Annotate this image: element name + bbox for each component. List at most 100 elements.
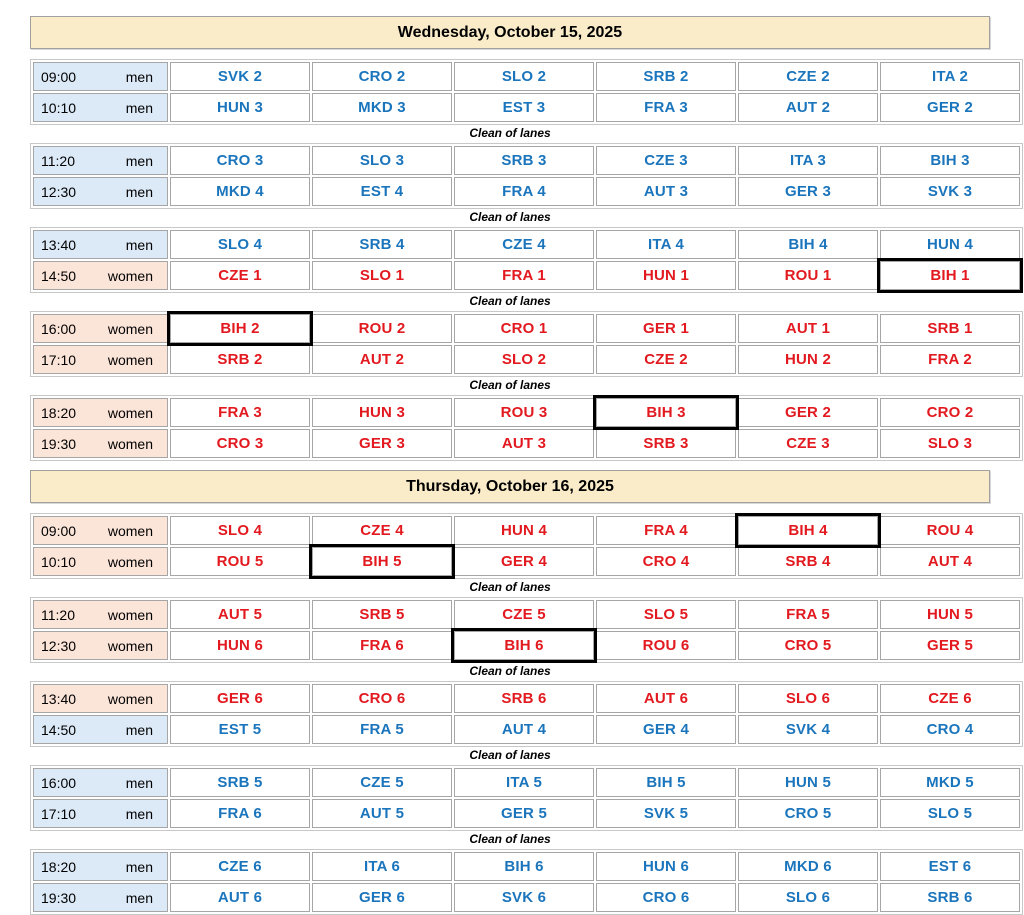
lane-schedule: Wednesday, October 15, 2025 09:00 men SVK 2…	[30, 16, 1023, 915]
team-cell: CZE 5	[312, 768, 452, 797]
team-cell: GER 5	[454, 799, 594, 828]
team-cell: CRO 3	[170, 429, 310, 458]
day-header: Thursday, October 16, 2025	[30, 470, 990, 503]
team-cell: CZE 5	[454, 600, 594, 629]
team-cell: SRB 2	[170, 345, 310, 374]
session-block: 09:00 men SVK 2 CRO 2 SLO 2 SRB 2 CZE 2 ITA 2 10…	[30, 59, 1023, 125]
team-cell: FRA 2	[880, 345, 1020, 374]
team-cell: SLO 2	[454, 345, 594, 374]
team-cell: AUT 3	[596, 177, 736, 206]
clean-of-lanes-note: Clean of lanes	[469, 210, 551, 224]
team-cell: SLO 6	[738, 684, 878, 713]
team-cell: HUN 5	[880, 600, 1020, 629]
team-cell: SRB 5	[170, 768, 310, 797]
team-cell: ROU 3	[454, 398, 594, 427]
team-cell: GER 3	[312, 429, 452, 458]
team-cell: AUT 1	[738, 314, 878, 343]
team-cell: GER 6	[312, 883, 452, 912]
team-cell: SLO 4	[170, 516, 310, 545]
time-gender-cell: 10:10 men	[33, 93, 168, 122]
team-cell-highlighted: BIH 2	[167, 311, 313, 346]
start-time: 19:30	[41, 889, 77, 906]
team-cell: SLO 1	[312, 261, 452, 290]
table-row: 17:10 men FRA 6 AUT 5 GER 5 SVK 5 CRO 5 SLO 5	[33, 799, 1020, 828]
team-cell: SRB 6	[454, 684, 594, 713]
team-cell: FRA 5	[738, 600, 878, 629]
start-time: 14:50	[41, 721, 77, 738]
team-cell: SLO 3	[312, 146, 452, 175]
start-time: 13:40	[41, 690, 77, 707]
table-row: 09:00 women SLO 4 CZE 4 HUN 4 FRA 4 BIH 4 ROU 4	[33, 513, 1020, 548]
team-cell: SVK 6	[454, 883, 594, 912]
team-cell: SVK 5	[596, 799, 736, 828]
start-time: 17:10	[41, 805, 77, 822]
table-row: 13:40 men SLO 4 SRB 4 CZE 4 ITA 4 BIH 4 HUN 4	[33, 230, 1020, 259]
start-time: 09:00	[41, 522, 77, 539]
team-cell: ROU 5	[170, 547, 310, 576]
gender-label: men	[125, 236, 153, 253]
team-cell: CRO 4	[880, 715, 1020, 744]
team-cell: SRB 4	[738, 547, 878, 576]
time-gender-cell: 11:20 men	[33, 146, 168, 175]
table-row: 14:50 women CZE 1 SLO 1 FRA 1 HUN 1 ROU 1 BIH 1	[33, 258, 1023, 293]
team-cell: CRO 1	[454, 314, 594, 343]
schedule-page: { "lanes_note": "Clean of lanes", "color…	[30, 16, 1023, 915]
team-cell-highlighted: BIH 3	[593, 395, 739, 430]
gender-label: women	[107, 606, 153, 623]
team-cell: BIH 5	[596, 768, 736, 797]
start-time: 09:00	[41, 68, 77, 85]
team-cell: ROU 2	[312, 314, 452, 343]
team-cell: SRB 6	[880, 883, 1020, 912]
team-cell: MKD 4	[170, 177, 310, 206]
time-gender-cell: 14:50 women	[33, 261, 168, 290]
team-cell: AUT 5	[170, 600, 310, 629]
start-time: 18:20	[41, 404, 77, 421]
team-cell: HUN 3	[312, 398, 452, 427]
team-cell: CRO 5	[738, 799, 878, 828]
team-cell: SRB 3	[596, 429, 736, 458]
start-time: 16:00	[41, 320, 77, 337]
team-cell: CRO 3	[170, 146, 310, 175]
team-cell: SRB 4	[312, 230, 452, 259]
team-cell-highlighted: BIH 4	[735, 513, 881, 548]
team-cell: AUT 4	[880, 547, 1020, 576]
time-gender-cell: 19:30 men	[33, 883, 168, 912]
clean-of-lanes-note: Clean of lanes	[469, 294, 551, 308]
team-cell: GER 4	[454, 547, 594, 576]
table-row: 18:20 women FRA 3 HUN 3 ROU 3 BIH 3 GER 2 CRO 2	[33, 395, 1020, 430]
team-cell: FRA 5	[312, 715, 452, 744]
table-row: 19:30 women CRO 3 GER 3 AUT 3 SRB 3 CZE 3 SLO 3	[33, 429, 1020, 458]
team-cell: EST 5	[170, 715, 310, 744]
time-gender-cell: 17:10 women	[33, 345, 168, 374]
team-cell: EST 6	[880, 852, 1020, 881]
team-cell: FRA 6	[170, 799, 310, 828]
start-time: 10:10	[41, 99, 77, 116]
time-gender-cell: 09:00 women	[33, 516, 168, 545]
team-cell: SRB 2	[596, 62, 736, 91]
table-row: 18:20 men CZE 6 ITA 6 BIH 6 HUN 6 MKD 6 EST 6	[33, 852, 1020, 881]
time-gender-cell: 12:30 women	[33, 631, 168, 660]
session-block: 11:20 women AUT 5 SRB 5 CZE 5 SLO 5 FRA 5 HUN 5…	[30, 597, 1023, 663]
team-cell: ITA 5	[454, 768, 594, 797]
time-gender-cell: 10:10 women	[33, 547, 168, 576]
start-time: 11:20	[41, 606, 75, 623]
clean-of-lanes-note: Clean of lanes	[469, 748, 551, 762]
team-cell: CRO 5	[738, 631, 878, 660]
team-cell: AUT 6	[170, 883, 310, 912]
clean-of-lanes-note: Clean of lanes	[469, 580, 551, 594]
gender-label: women	[107, 690, 153, 707]
gender-label: men	[125, 889, 153, 906]
team-cell: CZE 3	[596, 146, 736, 175]
team-cell-highlighted: BIH 6	[451, 628, 597, 663]
start-time: 19:30	[41, 435, 77, 452]
time-gender-cell: 14:50 men	[33, 715, 168, 744]
team-cell: EST 4	[312, 177, 452, 206]
start-time: 17:10	[41, 351, 77, 368]
time-gender-cell: 18:20 women	[33, 398, 168, 427]
time-gender-cell: 18:20 men	[33, 852, 168, 881]
team-cell: FRA 3	[170, 398, 310, 427]
team-cell: MKD 5	[880, 768, 1020, 797]
start-time: 18:20	[41, 858, 77, 875]
gender-label: men	[125, 721, 153, 738]
table-row: 10:10 men HUN 3 MKD 3 EST 3 FRA 3 AUT 2 GER 2	[33, 93, 1020, 122]
